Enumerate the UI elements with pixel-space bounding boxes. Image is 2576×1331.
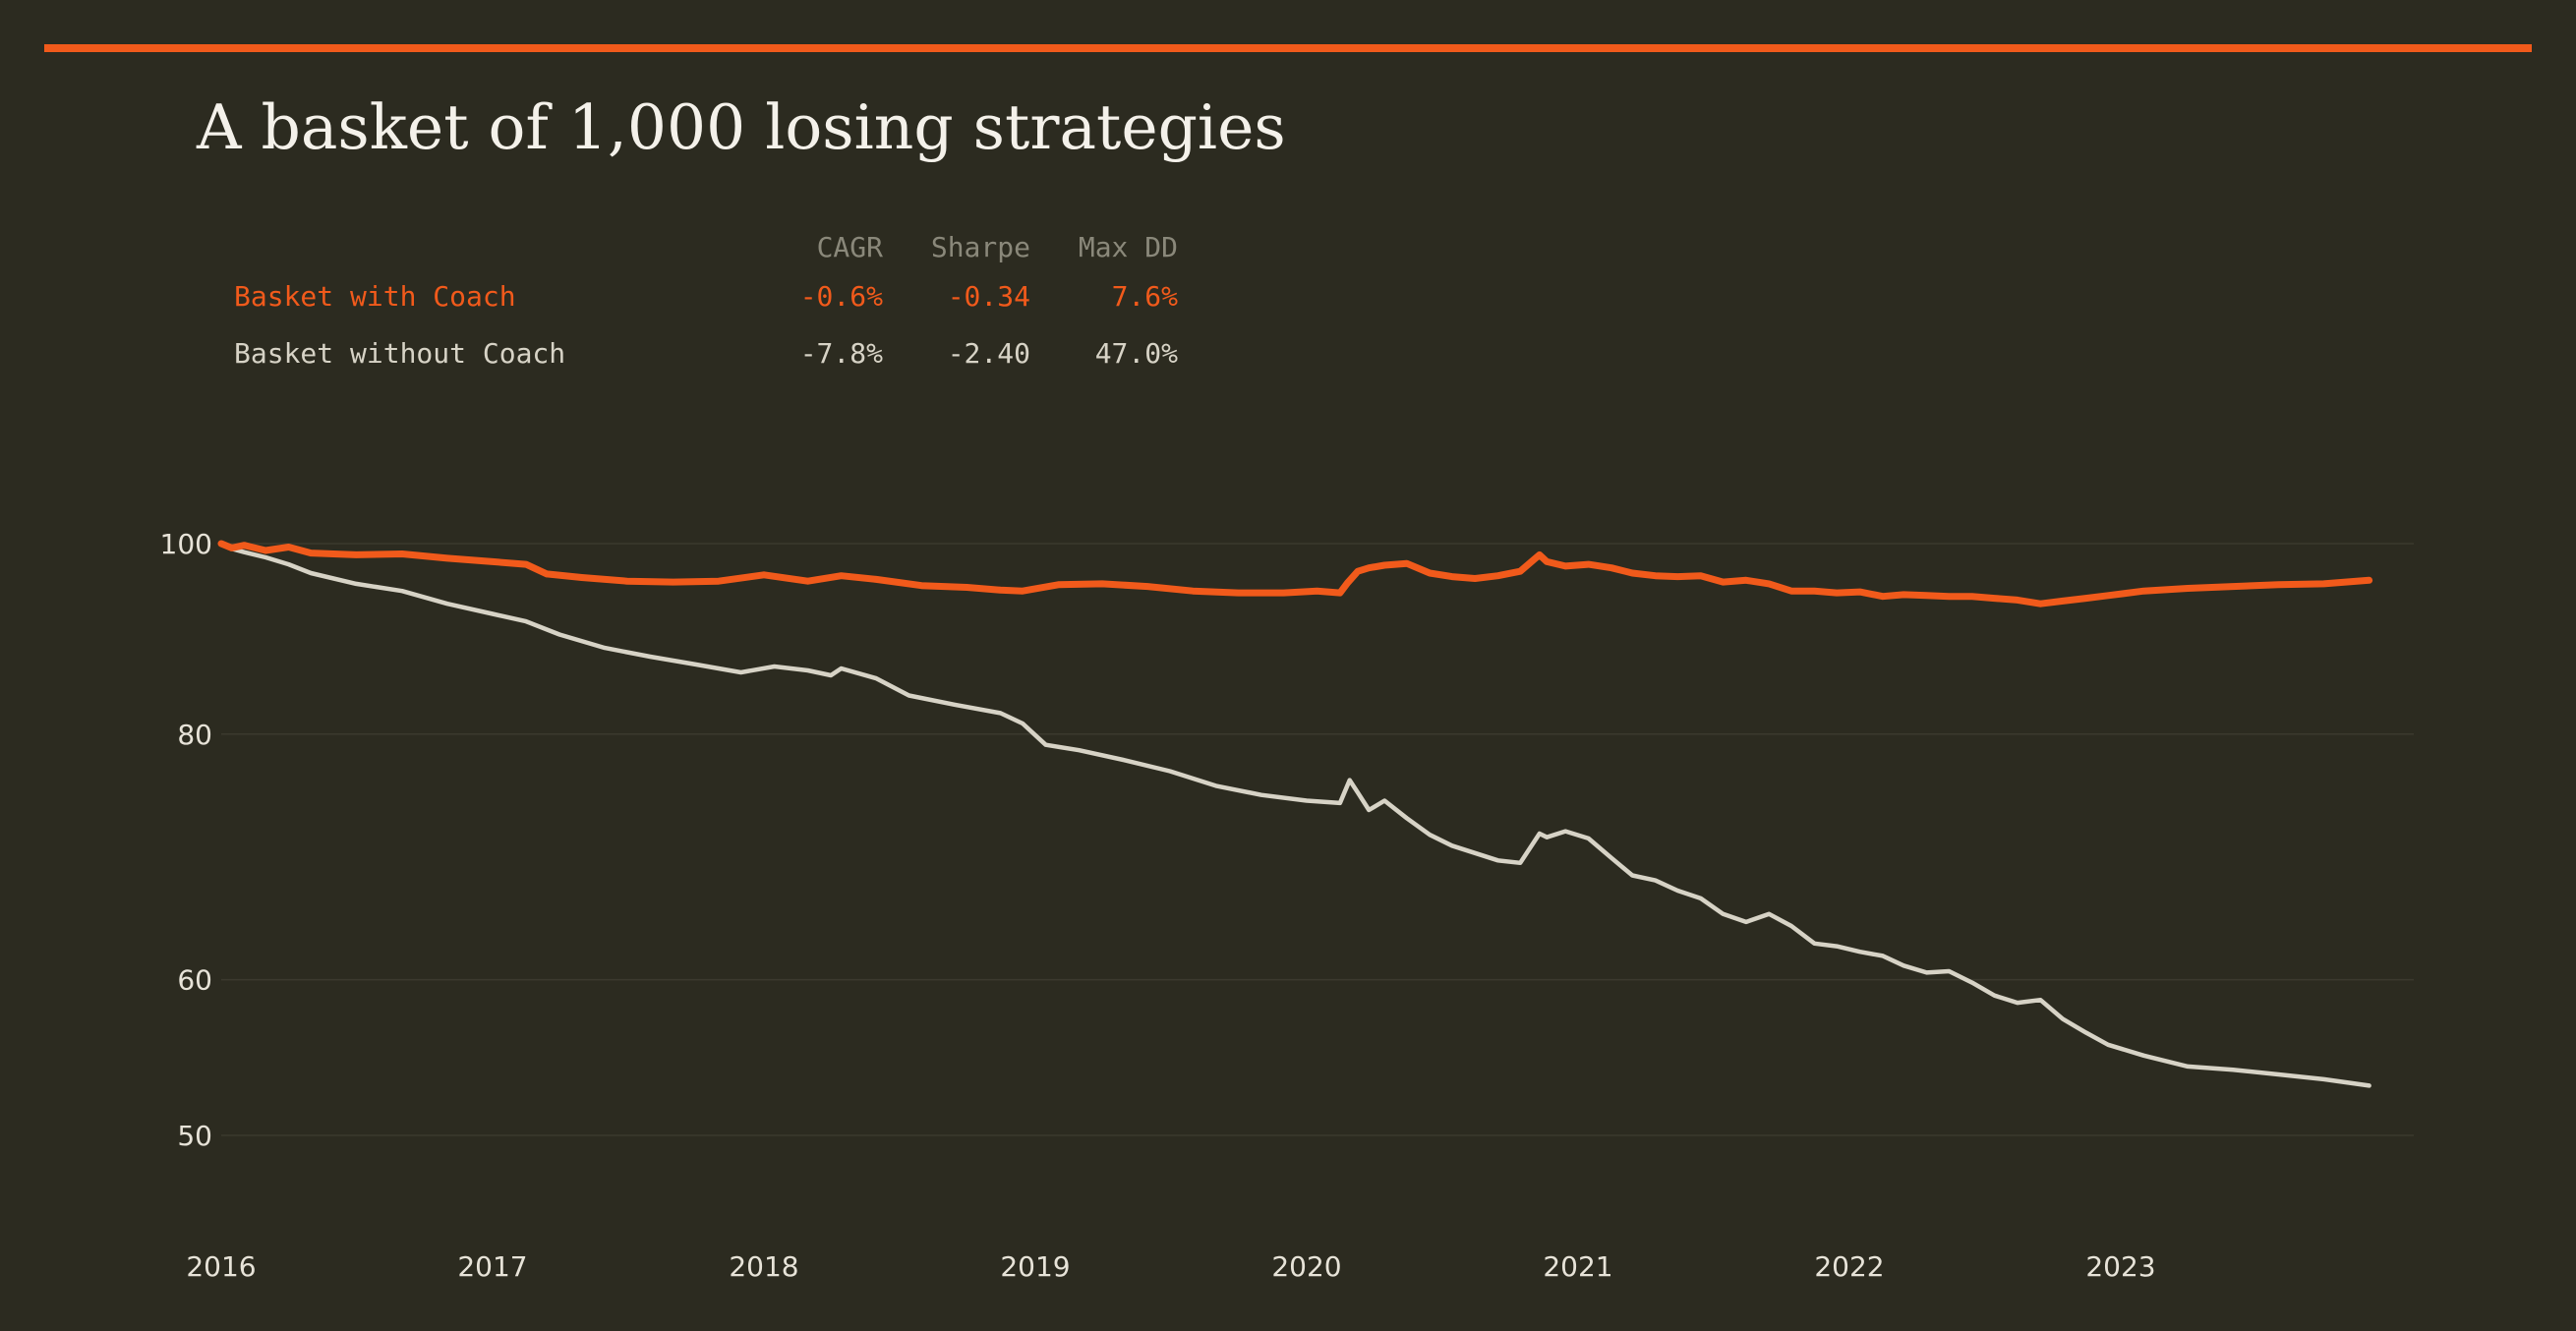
series-line-without-coach	[218, 541, 2371, 1088]
stats-row-with-coach: Basket with Coach -0.6% -0.34 7.6%	[234, 267, 1178, 324]
series-line-with-coach	[217, 540, 2373, 608]
x-tick-label: 2018	[729, 1250, 798, 1283]
x-tick-label: 2023	[2085, 1250, 2155, 1283]
y-tick-label: 50	[177, 1120, 212, 1152]
stats-sharpe-value: -2.40	[947, 336, 1030, 370]
stats-max-dd-value: 7.6%	[1111, 279, 1178, 313]
stats-cagr-value: -7.8%	[799, 336, 883, 370]
stats-max-dd-value: 47.0%	[1094, 336, 1178, 370]
y-tick-label: 80	[177, 719, 212, 751]
y-tick-label: 60	[177, 964, 212, 997]
stats-header-max-dd: Max DD	[1078, 230, 1178, 263]
stats-header-row: CAGR Sharpe Max DD	[234, 226, 1178, 267]
stats-row-label: Basket without Coach	[234, 336, 566, 370]
y-axis-ticks: 100 80 60 50	[160, 528, 212, 1152]
x-tick-label: 2017	[457, 1250, 527, 1283]
grid-layer	[221, 543, 2414, 1136]
stats-row-label: Basket with Coach	[234, 279, 516, 313]
stats-sharpe-value: -0.34	[947, 279, 1030, 313]
y-tick-label: 100	[160, 528, 212, 560]
stats-header-sharpe: Sharpe	[930, 230, 1030, 263]
stats-row-without-coach: Basket without Coach -7.8% -2.40 47.0%	[234, 324, 1178, 381]
x-tick-label: 2019	[1000, 1250, 1070, 1283]
stats-cagr-value: -0.6%	[799, 279, 883, 313]
stats-header-cagr: CAGR	[816, 230, 883, 263]
x-tick-label: 2021	[1543, 1250, 1612, 1283]
chart-title: A basket of 1,000 losing strategies	[197, 91, 1286, 163]
top-accent-rule	[44, 44, 2532, 52]
x-axis-ticks: 2016 2017 2018 2019 2020 2021 2022 2023	[186, 1250, 2155, 1283]
series-layer	[217, 540, 2373, 1088]
stats-table: CAGR Sharpe Max DD Basket with Coach -0.…	[234, 226, 1178, 381]
x-tick-label: 2022	[1814, 1250, 1884, 1283]
x-tick-label: 2020	[1271, 1250, 1341, 1283]
x-tick-label: 2016	[186, 1250, 256, 1283]
